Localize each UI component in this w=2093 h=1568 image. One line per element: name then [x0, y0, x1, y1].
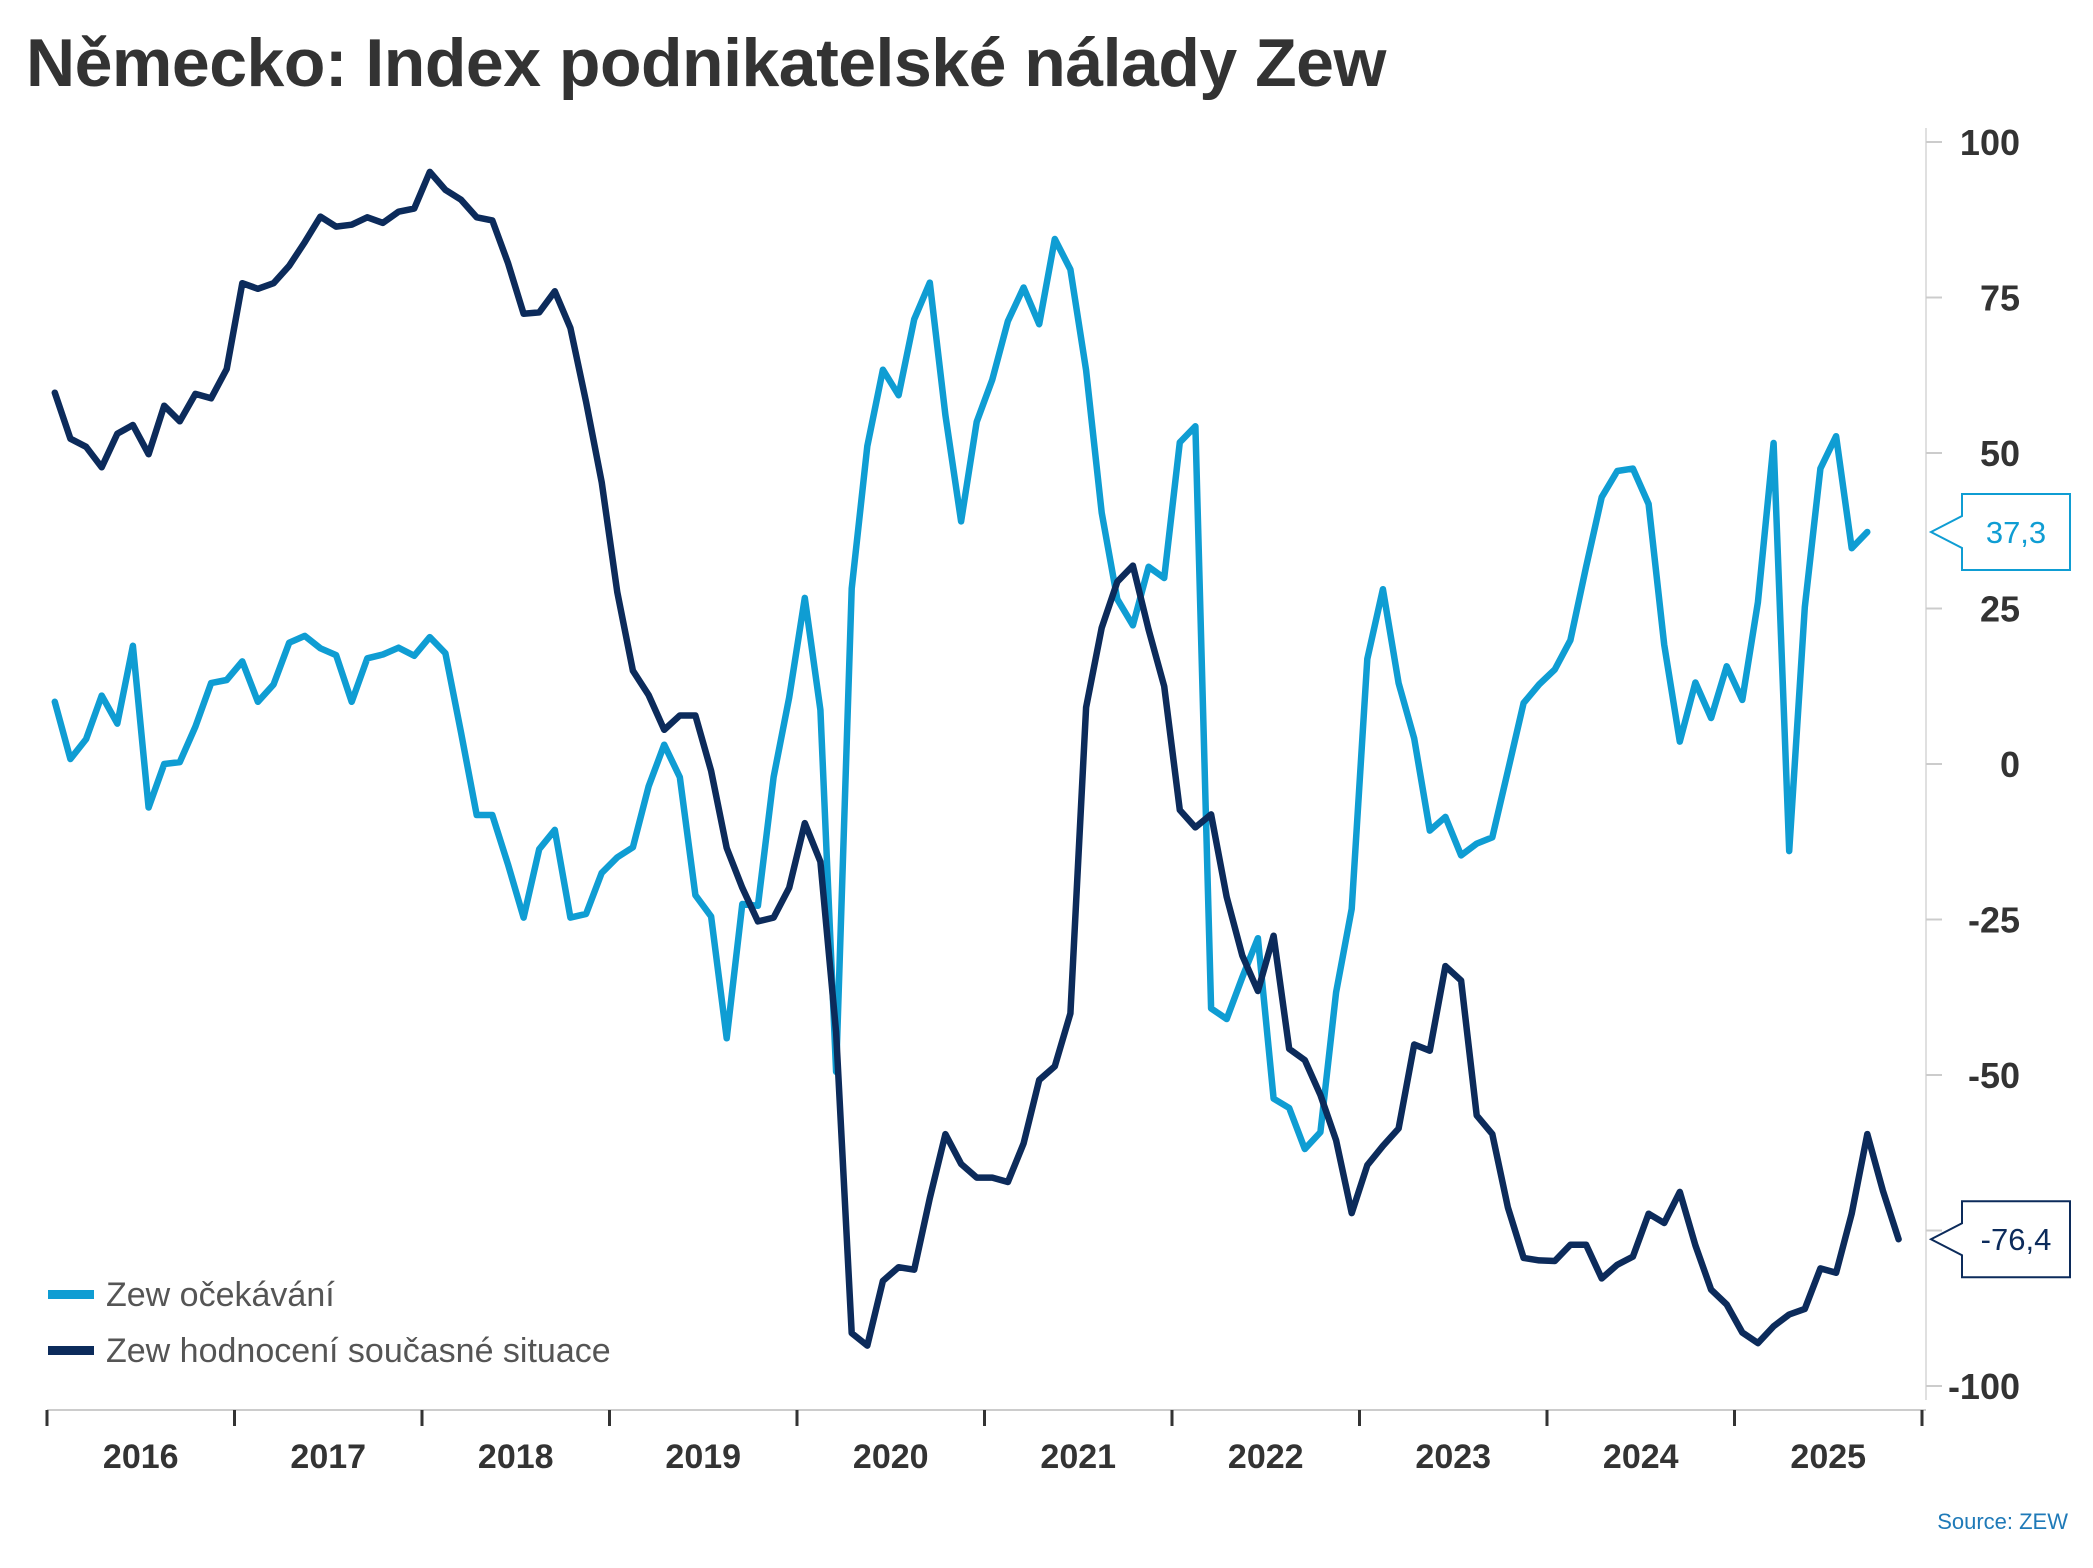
legend-item: Zew hodnocení současné situace — [48, 1332, 611, 1370]
legend-swatch — [48, 1346, 94, 1355]
y-tick-label: 50 — [1980, 433, 2020, 474]
last-value-callout: -76,4 — [1928, 1200, 2071, 1279]
legend-label: Zew očekávání — [106, 1276, 335, 1314]
x-tick-label: 2017 — [290, 1438, 366, 1476]
callout-value: -76,4 — [1981, 1222, 2052, 1257]
series-layer — [51, 168, 1902, 1349]
legend-label: Zew hodnocení současné situace — [106, 1332, 611, 1370]
callouts: 37,3 -76,4 — [1928, 492, 2071, 1279]
callout-box — [1928, 492, 2071, 571]
x-tick-label: 2018 — [478, 1438, 554, 1476]
callout-box — [1928, 1200, 2071, 1279]
x-axis: 2016 2017 2018 2019 2020 2021 2022 2023 2024 2025 — [45, 1409, 1926, 1476]
y-tick-label: -100 — [1948, 1366, 2020, 1407]
x-tick-label: 2021 — [1040, 1438, 1116, 1476]
x-tick-label: 2020 — [853, 1438, 929, 1476]
series-group — [51, 235, 1871, 1153]
callout-value: 37,3 — [1986, 515, 2046, 550]
y-tick-label: 0 — [2000, 744, 2020, 785]
x-tick-label: 2019 — [665, 1438, 741, 1476]
series-group — [51, 168, 1902, 1349]
chart-title: Německo: Index podnikatelské nálady Zew — [26, 25, 1386, 101]
series-line — [51, 235, 1871, 1153]
x-tick-label: 2025 — [1790, 1438, 1866, 1476]
x-tick-label: 2024 — [1603, 1438, 1679, 1476]
y-tick-label: -50 — [1968, 1055, 2020, 1096]
y-tick-label: 100 — [1960, 122, 2020, 163]
legend: Zew očekávání Zew hodnocení současné situ… — [48, 1276, 611, 1370]
y-tick-label: 75 — [1980, 278, 2020, 319]
source-note: Source: ZEW — [1937, 1509, 2068, 1534]
y-tick-label: -25 — [1968, 900, 2020, 941]
legend-item: Zew očekávání — [48, 1276, 335, 1314]
x-tick-label: 2023 — [1415, 1438, 1491, 1476]
legend-swatch — [48, 1290, 94, 1299]
y-tick-label: 25 — [1980, 589, 2020, 630]
x-tick-label: 2022 — [1228, 1438, 1304, 1476]
series-line — [51, 168, 1902, 1349]
last-value-callout: 37,3 — [1928, 492, 2071, 571]
x-tick-label: 2016 — [103, 1438, 179, 1476]
